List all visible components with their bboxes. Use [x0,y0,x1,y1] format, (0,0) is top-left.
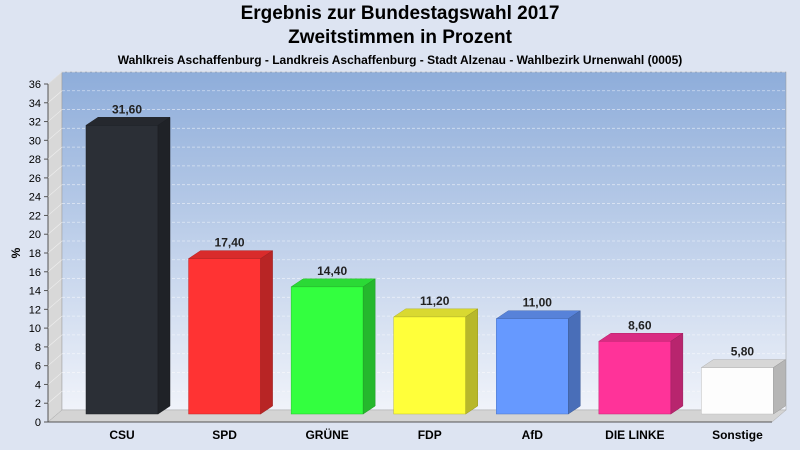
gridline-side [47,165,63,179]
gridline-side [47,71,63,85]
y-tick-label: 12 [29,304,41,316]
x-tick-label: FDP [418,428,442,442]
bar-spd [187,250,274,415]
y-tick-label: 26 [29,173,41,185]
bar-front [290,286,364,415]
chart-title: Ergebnis zur Bundestagswahl 2017 [240,3,560,24]
bar-csu [85,116,171,415]
bar-side [670,332,684,415]
bar-top [700,359,787,368]
y-tick-label: 22 [29,210,41,222]
gridline-side [47,315,63,329]
y-tick-label: 30 [29,135,41,147]
y-tick-label: 2 [35,398,41,410]
y-tick-label: 0 [35,417,41,429]
gridline-side [47,390,63,404]
y-axis-label: % [9,247,23,258]
bar-fdp [392,308,479,415]
x-tick-label: SPD [212,428,237,442]
gridline-side [47,297,63,310]
bar-die-linke [598,332,684,415]
y-tick-label: 34 [29,98,41,110]
gridline-side [47,203,63,216]
gridline-side [47,109,63,122]
y-tick-label: 6 [35,361,41,373]
x-tick-label: DIE LINKE [605,428,664,442]
y-tick-label: 10 [29,323,41,335]
bar-front [496,318,569,415]
bar-top [85,117,171,126]
data-label: 8,60 [628,318,652,332]
bar-side [465,308,478,415]
bar-side [568,310,581,415]
bar-front [188,258,261,415]
bar-sonstige [700,359,787,415]
data-label: 14,40 [317,264,347,278]
gridline-side [47,372,63,385]
bar-top [495,310,582,319]
gridline-side [47,128,63,141]
gridline-side [47,90,63,104]
bar-front [701,367,774,415]
gridline-side [47,259,63,273]
bar-top [290,278,376,288]
gridline-side [47,278,63,291]
y-tick-label: 14 [29,286,41,298]
chart-description: Wahlkreis Aschaffenburg - Landkreis Asch… [117,53,683,67]
bar-side [260,250,273,415]
x-tick-label: CSU [109,428,134,442]
bar-front [393,316,466,415]
gridline-side [47,184,63,197]
y-tick-label: 24 [29,192,41,204]
y-tick-label: 28 [29,154,41,166]
y-tick-label: 18 [29,248,41,260]
y-tick-label: 4 [35,379,41,391]
bar-front [85,125,159,415]
y-tick-label: 36 [29,79,41,91]
bar-side [362,278,376,415]
gridline-side [47,353,63,366]
gridline-side [47,146,63,160]
bar-side [157,116,171,415]
data-label: 11,20 [420,294,450,308]
y-tick-label: 32 [29,117,41,129]
gridline-side [47,334,63,348]
gridline-side [47,221,63,235]
bar-top [598,333,684,342]
data-label: 17,40 [215,236,245,250]
bar-top [187,250,274,259]
bar-top [392,308,479,318]
x-tick-label: Sonstige [712,428,763,442]
data-label: 11,00 [523,296,553,310]
bar-gr-ne [290,278,376,415]
bar-front [598,341,672,415]
bar-side [773,359,786,415]
data-label: 31,60 [112,102,142,116]
y-tick-label: 20 [29,229,41,241]
x-tick-label: GRÜNE [305,427,348,442]
chart-subtitle: Zweitstimmen in Prozent [288,27,512,48]
bar-afd [495,310,582,415]
x-tick-label: AfD [522,428,544,442]
gridline-side [47,240,63,254]
y-tick-label: 8 [35,342,41,354]
y-tick-label: 16 [29,267,41,279]
data-label: 5,80 [731,345,755,359]
